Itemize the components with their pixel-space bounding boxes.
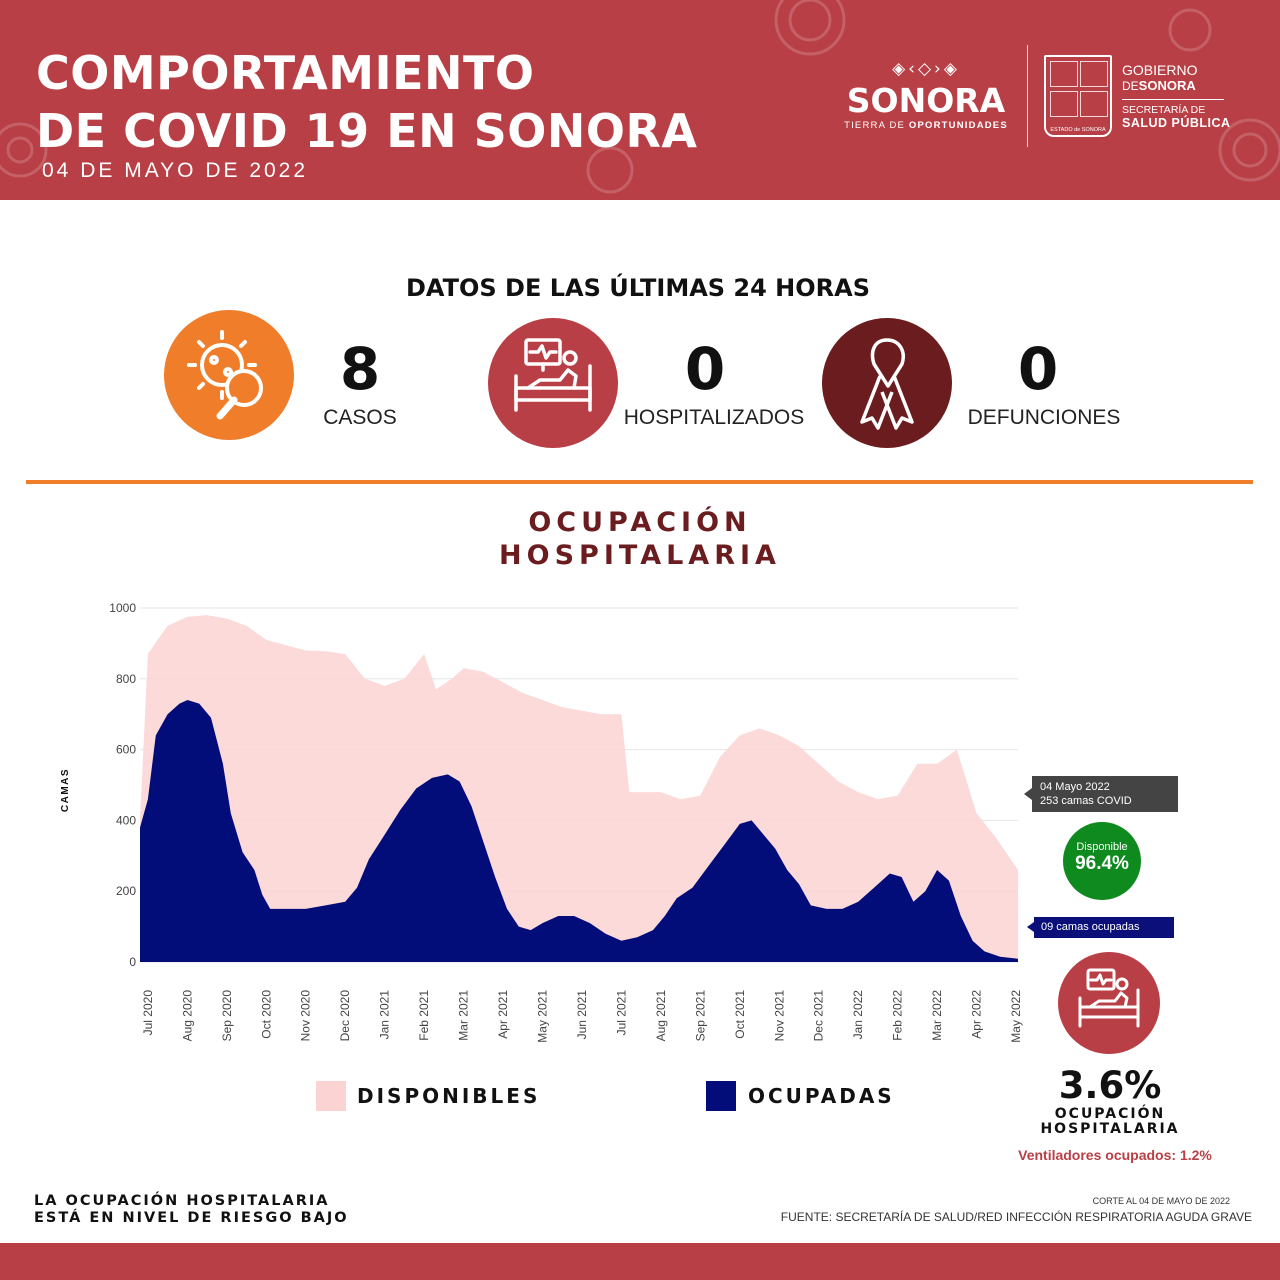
- x-tick-label: Jan 2021: [378, 990, 392, 1040]
- shield-caption: ESTADO de SONORA: [1050, 127, 1106, 133]
- ribbon-icon: [860, 338, 914, 430]
- legend-swatch-ocupadas: [706, 1081, 736, 1111]
- occupancy-percentage: 3.6%: [1058, 1064, 1162, 1107]
- logo-divider: [1027, 45, 1028, 147]
- legend-label-ocupadas: OCUPADAS: [748, 1084, 895, 1108]
- x-tick-label: Jun 2021: [575, 990, 589, 1040]
- x-tick-label: May 2022: [1009, 990, 1023, 1043]
- x-tick-label: Dec 2021: [812, 990, 826, 1042]
- x-tick-label: Feb 2022: [891, 990, 905, 1041]
- y-tick-label: 600: [116, 743, 136, 757]
- x-tick-label: Oct 2020: [259, 990, 273, 1039]
- cases-circle: [164, 310, 294, 440]
- x-tick-label: Apr 2022: [970, 990, 984, 1039]
- x-tick-label: Sep 2021: [693, 990, 707, 1042]
- header-banner: COMPORTAMIENTO DE COVID 19 EN SONORA 04 …: [0, 0, 1280, 200]
- title-line-1: COMPORTAMIENTO: [36, 46, 535, 100]
- occupied-beds-tooltip: 09 camas ocupadas: [1027, 917, 1174, 938]
- sonora-logo: ◈‹◇›◈ SONORA TIERRA DE OPORTUNIDADES: [838, 54, 1014, 138]
- section-divider: [26, 480, 1253, 484]
- gobierno-logo: GOBIERNO DESONORA SECRETARÍA DE SALUD PÚ…: [1122, 62, 1231, 130]
- virus-search-icon: [187, 330, 263, 420]
- stats-title: DATOS DE LAS ÚLTIMAS 24 HORAS: [405, 274, 870, 302]
- x-tick-label: Oct 2021: [733, 990, 747, 1039]
- x-tick-label: May 2021: [536, 990, 550, 1043]
- series-area-ocupadas: [140, 700, 1018, 962]
- y-tick-label: 0: [129, 955, 136, 969]
- cases-label: CASOS: [323, 406, 397, 429]
- series-area-disponibles: [140, 615, 1018, 962]
- x-tick-label: Nov 2020: [299, 990, 313, 1042]
- x-tick-label: Mar 2022: [930, 990, 944, 1041]
- ventilators-occupied: Ventiladores ocupados: 1.2%: [1018, 1147, 1212, 1163]
- virus-pattern-decoration: [0, 0, 1280, 194]
- x-tick-label: Aug 2021: [654, 990, 668, 1042]
- available-badge: Disponible 96.4%: [1063, 822, 1141, 900]
- logo-tagline: TIERRA DE OPORTUNIDADES: [844, 120, 1008, 131]
- x-tick-label: Jul 2020: [141, 990, 155, 1036]
- logo-word: SONORA: [846, 81, 1006, 120]
- x-tick-label: Feb 2021: [417, 990, 431, 1041]
- deaths-label: DEFUNCIONES: [967, 406, 1121, 429]
- deaths-circle: [822, 318, 952, 448]
- footer-bar: [0, 1243, 1280, 1280]
- y-tick-label: 1000: [109, 601, 136, 615]
- title-line-2: DE COVID 19 EN SONORA: [36, 104, 698, 158]
- logo-pattern-icon: ◈‹◇›◈: [892, 59, 960, 79]
- y-tick-label: 200: [116, 884, 136, 898]
- cases-value: 8: [339, 335, 381, 403]
- hospitalized-value: 0: [684, 335, 726, 403]
- chart-title: OCUPACIÓN HOSPITALARIA: [499, 507, 781, 571]
- hospitalized-circle: [488, 318, 618, 448]
- state-shield-icon: ESTADO de SONORA: [1044, 55, 1112, 137]
- legend-label-disponibles: DISPONIBLES: [357, 1084, 541, 1108]
- x-tick-label: Apr 2021: [496, 990, 510, 1039]
- latest-beds-tooltip: 04 Mayo 2022 253 camas COVID: [1024, 776, 1178, 812]
- hospital-bed-icon: [514, 338, 592, 412]
- y-axis-label: CAMAS: [60, 767, 71, 813]
- occupancy-circle: [1058, 952, 1160, 1054]
- occupancy-label: OCUPACIÓN HOSPITALARIA: [1040, 1106, 1180, 1137]
- hospitalized-label: HOSPITALIZADOS: [623, 406, 805, 429]
- x-tick-label: Jan 2022: [851, 990, 865, 1040]
- x-tick-label: Mar 2021: [457, 990, 471, 1041]
- y-tick-label: 400: [116, 813, 136, 827]
- x-tick-label: Nov 2021: [772, 990, 786, 1042]
- x-tick-label: Aug 2020: [180, 990, 194, 1042]
- page-title: COMPORTAMIENTO DE COVID 19 EN SONORA: [36, 44, 698, 160]
- cutoff-date: CORTE AL 04 DE MAYO DE 2022: [1092, 1196, 1230, 1206]
- x-tick-label: Jul 2021: [614, 990, 628, 1036]
- legend-swatch-disponibles: [316, 1081, 346, 1111]
- data-source: FUENTE: SECRETARÍA DE SALUD/RED INFECCIÓ…: [780, 1210, 1252, 1224]
- x-tick-label: Dec 2020: [338, 990, 352, 1042]
- hospital-bed-icon: [1078, 968, 1140, 1028]
- risk-level-statement: LA OCUPACIÓN HOSPITALARIA ESTÁ EN NIVEL …: [34, 1193, 349, 1226]
- report-date: 04 DE MAYO DE 2022: [42, 159, 309, 182]
- y-tick-label: 800: [116, 672, 136, 686]
- deaths-value: 0: [1017, 335, 1059, 403]
- x-tick-label: Sep 2020: [220, 990, 234, 1042]
